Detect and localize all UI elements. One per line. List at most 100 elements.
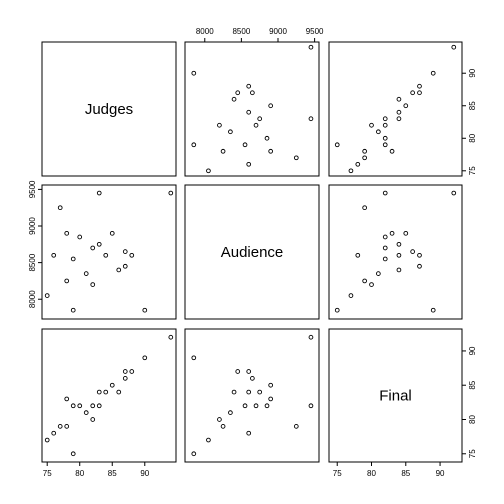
tick-label-right-judges-90: 90 xyxy=(468,68,477,77)
point-judges-vs-audience-14 xyxy=(242,142,248,148)
point-audience-vs-judges-13 xyxy=(77,234,83,240)
point-judges-vs-audience-10 xyxy=(253,122,259,128)
tick-label-bottom-judges-90: 90 xyxy=(140,469,149,478)
point-audience-vs-final-19 xyxy=(348,293,354,298)
point-final-vs-audience-14 xyxy=(242,403,248,409)
panel-judges-audience xyxy=(184,41,320,177)
point-judges-vs-final-9 xyxy=(382,116,388,122)
point-judges-vs-final-7 xyxy=(396,109,402,115)
tick-label-right-judges-80: 80 xyxy=(468,133,477,142)
point-final-vs-judges-0 xyxy=(168,334,174,340)
point-final-vs-judges-14 xyxy=(70,403,76,409)
point-audience-vs-judges-18 xyxy=(51,252,57,258)
point-audience-vs-final-10 xyxy=(382,245,388,251)
panel-audience-judges xyxy=(41,184,177,320)
point-final-vs-audience-2 xyxy=(246,369,252,374)
point-final-vs-judges-8 xyxy=(96,389,102,395)
point-final-vs-audience-3 xyxy=(235,369,241,374)
tick-label-right-final-80: 80 xyxy=(468,414,477,423)
point-judges-vs-final-5 xyxy=(396,96,402,102)
point-judges-vs-final-0 xyxy=(451,44,457,50)
point-audience-vs-final-16 xyxy=(362,278,367,284)
point-audience-vs-judges-14 xyxy=(70,256,76,262)
tick-label-bottom-judges-80: 80 xyxy=(75,469,84,478)
tick-label-right-final-90: 90 xyxy=(468,346,477,355)
point-audience-vs-final-15 xyxy=(389,230,395,236)
point-final-vs-audience-11 xyxy=(217,417,222,422)
point-judges-vs-final-16 xyxy=(362,148,367,154)
panel-final-audience xyxy=(184,328,320,463)
point-audience-vs-judges-20 xyxy=(70,307,76,313)
point-audience-vs-judges-8 xyxy=(96,241,102,247)
point-judges-vs-audience-8 xyxy=(257,116,263,122)
point-judges-vs-final-3 xyxy=(417,90,422,96)
point-final-vs-judges-12 xyxy=(83,410,89,415)
point-judges-vs-audience-7 xyxy=(246,109,252,115)
point-final-vs-audience-19 xyxy=(206,437,211,443)
point-judges-vs-audience-2 xyxy=(246,83,252,89)
point-judges-vs-audience-3 xyxy=(235,90,241,96)
point-final-vs-judges-1 xyxy=(142,355,148,361)
tick-label-left-audience-8000: 8000 xyxy=(28,290,37,308)
point-audience-vs-final-7 xyxy=(396,252,402,258)
point-judges-vs-audience-9 xyxy=(308,116,314,122)
point-audience-vs-final-17 xyxy=(362,205,367,211)
tick-label-top-audience-8500: 8500 xyxy=(232,27,250,36)
tick-label-bottom-final-90: 90 xyxy=(436,469,445,478)
point-final-vs-judges-3 xyxy=(122,369,128,374)
point-final-vs-audience-17 xyxy=(293,424,299,429)
point-final-vs-judges-7 xyxy=(103,389,109,395)
point-judges-vs-final-13 xyxy=(382,135,388,141)
point-judges-vs-final-2 xyxy=(417,83,422,89)
panel-final-judges xyxy=(41,328,177,463)
point-final-vs-audience-20 xyxy=(191,451,197,457)
point-audience-vs-final-8 xyxy=(396,241,402,247)
point-final-vs-judges-13 xyxy=(77,403,83,409)
point-final-vs-judges-16 xyxy=(64,424,70,429)
point-judges-vs-final-12 xyxy=(376,129,381,135)
diagonal-label-audience: Audience xyxy=(221,244,284,261)
point-judges-vs-audience-16 xyxy=(220,148,226,154)
point-audience-vs-judges-4 xyxy=(122,249,128,254)
point-judges-vs-final-6 xyxy=(403,103,409,109)
point-final-vs-judges-20 xyxy=(70,451,76,457)
point-audience-vs-final-14 xyxy=(382,256,388,262)
point-final-vs-audience-4 xyxy=(250,376,255,381)
point-audience-vs-judges-3 xyxy=(122,263,128,269)
point-audience-vs-judges-7 xyxy=(103,252,109,258)
point-judges-vs-audience-17 xyxy=(293,155,299,161)
tick-label-bottom-judges-75: 75 xyxy=(43,469,52,478)
tick-label-bottom-final-80: 80 xyxy=(367,469,376,478)
point-judges-vs-audience-0 xyxy=(308,44,314,50)
point-audience-vs-final-1 xyxy=(430,307,436,313)
point-final-vs-audience-5 xyxy=(231,389,237,395)
point-audience-vs-judges-6 xyxy=(109,230,115,236)
point-judges-vs-audience-13 xyxy=(264,135,270,141)
point-judges-vs-final-14 xyxy=(382,142,388,148)
point-audience-vs-final-11 xyxy=(369,282,374,287)
point-audience-vs-judges-15 xyxy=(64,230,70,236)
point-judges-vs-audience-5 xyxy=(231,96,237,102)
point-audience-vs-final-4 xyxy=(410,249,415,254)
point-audience-vs-final-9 xyxy=(382,190,388,196)
point-final-vs-audience-0 xyxy=(308,334,314,340)
panel-audience-final xyxy=(328,184,463,320)
point-judges-vs-audience-15 xyxy=(268,148,274,154)
point-final-vs-judges-6 xyxy=(109,382,115,388)
point-audience-vs-final-6 xyxy=(403,230,409,236)
point-judges-vs-final-8 xyxy=(396,116,402,122)
point-audience-vs-final-5 xyxy=(396,267,402,273)
point-audience-vs-final-12 xyxy=(376,271,381,276)
tick-label-bottom-final-85: 85 xyxy=(401,469,410,478)
point-audience-vs-judges-19 xyxy=(44,293,50,298)
point-final-vs-audience-13 xyxy=(264,403,270,409)
point-judges-vs-final-18 xyxy=(355,161,361,167)
tick-label-left-audience-8500: 8500 xyxy=(28,253,37,271)
tick-label-top-audience-8000: 8000 xyxy=(196,27,214,36)
diagonal-label-judges: Judges xyxy=(85,101,133,118)
point-final-vs-judges-10 xyxy=(90,403,96,409)
point-judges-vs-audience-19 xyxy=(206,168,211,174)
point-final-vs-judges-18 xyxy=(51,430,57,436)
point-final-vs-judges-4 xyxy=(122,376,128,381)
tick-label-left-audience-9000: 9000 xyxy=(28,217,37,235)
